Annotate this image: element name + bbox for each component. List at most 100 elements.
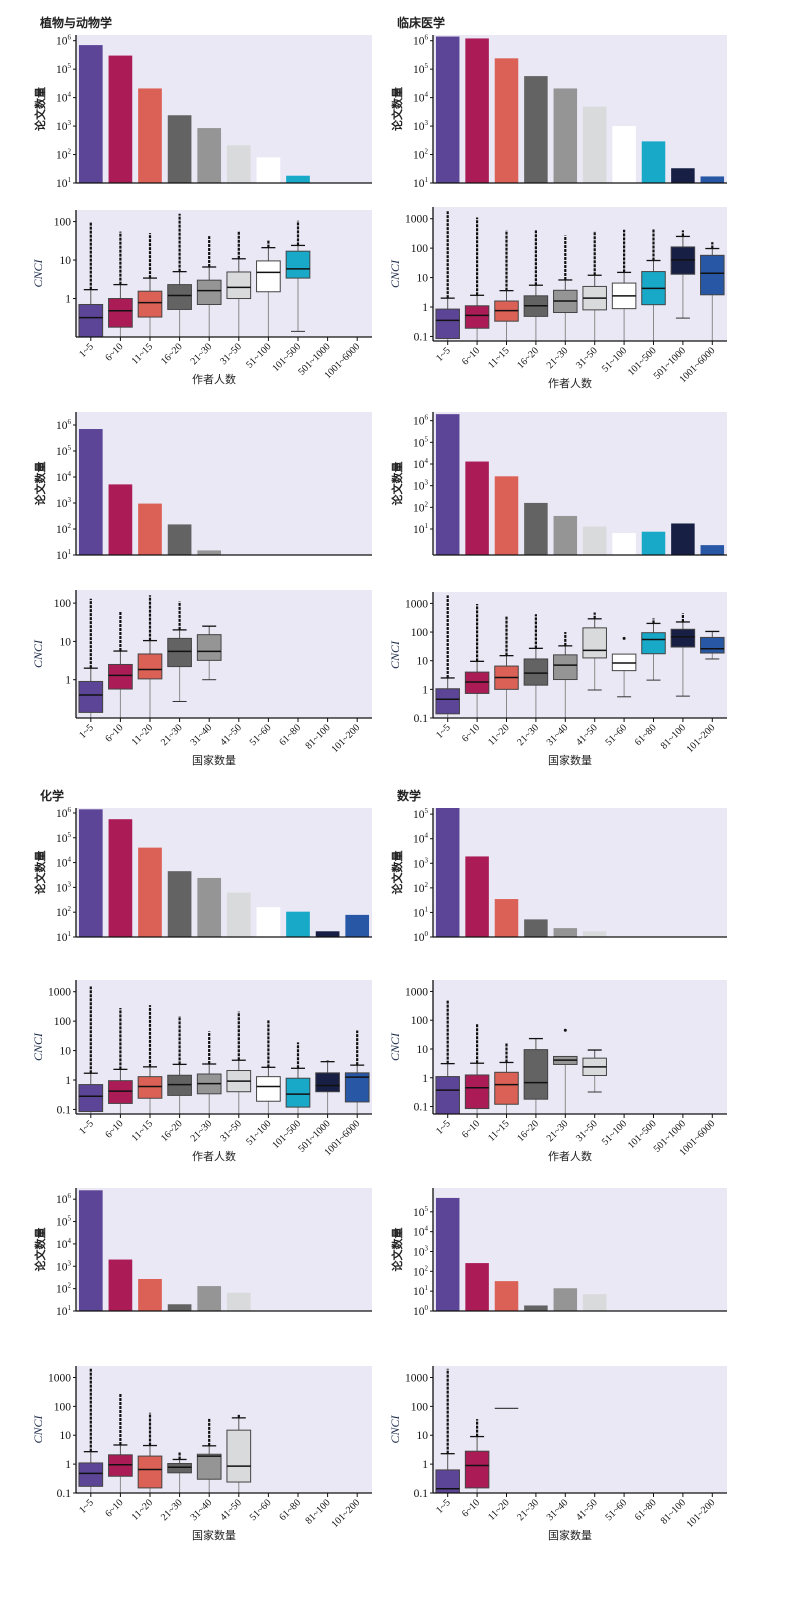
box	[167, 284, 192, 310]
y-tick-label: 103	[56, 1259, 72, 1273]
box	[196, 1453, 222, 1480]
panel-title: 数学	[397, 788, 421, 803]
x-tick-label: 31~40	[189, 1497, 215, 1523]
box	[78, 1084, 104, 1113]
x-tick-label: 21~30	[159, 1497, 185, 1523]
x-tick-label: 6~10	[103, 1497, 125, 1519]
box	[167, 1463, 192, 1474]
y-tick-label: 10	[60, 1046, 72, 1058]
y-axis-label: CNCI	[31, 258, 45, 287]
y-tick-label: 1	[65, 1459, 71, 1471]
y-tick-label: 102	[56, 522, 72, 536]
y-tick-label: 1000	[48, 987, 71, 999]
bar	[524, 919, 548, 937]
bar	[286, 175, 310, 183]
bar	[108, 819, 133, 937]
subplot-math-countries: 100 101 102 103 104 105 论文数量	[390, 1188, 727, 1318]
x-tick-label: 31~50	[574, 345, 600, 371]
y-tick-label: 1000	[405, 214, 428, 226]
bar	[671, 523, 695, 555]
x-tick-label: 61~80	[277, 722, 303, 748]
x-tick-label: 1~5	[77, 722, 96, 741]
y-tick-label: 100	[54, 1016, 72, 1028]
y-tick-label: 1	[65, 675, 71, 687]
bar	[582, 931, 607, 937]
y-tick-label: 105	[56, 831, 72, 845]
bar	[524, 1305, 548, 1311]
y-tick-label: 101	[413, 905, 429, 919]
y-tick-label: 103	[413, 119, 429, 133]
bar	[256, 157, 281, 183]
y-tick-label: 0.1	[414, 1488, 429, 1500]
x-axis-label: 国家数量	[548, 1528, 592, 1542]
bar	[138, 847, 162, 937]
x-axis-label: 国家数量	[548, 753, 592, 767]
y-tick-label: 104	[413, 1225, 429, 1239]
y-tick-label: 100	[411, 1015, 429, 1027]
bar	[435, 36, 460, 183]
x-axis-label: 作者人数	[192, 373, 236, 386]
box	[108, 663, 133, 690]
y-axis-label: 论文数量	[33, 462, 47, 506]
subplot-chemistry-countries: 101 102 103 104 105 106 论文数量	[33, 1188, 372, 1318]
y-tick-label: 10	[417, 1044, 429, 1056]
box	[700, 636, 725, 654]
y-tick-label: 10	[60, 1430, 72, 1442]
y-tick-label: 100	[54, 598, 72, 610]
bar	[435, 1197, 460, 1311]
box	[167, 637, 192, 668]
y-axis-label: 论文数量	[33, 1228, 47, 1272]
bar	[465, 38, 489, 183]
y-tick-label: 106	[56, 418, 72, 432]
y-tick-label: 101	[56, 548, 72, 562]
subplot-chemistry-authors-cnci: 0.1 1 10 100 1000 1~5 6~10 11~15 16~20 21~30 31~50…	[31, 980, 372, 1163]
y-tick-label: 0.1	[414, 331, 429, 343]
x-tick-label: 21~30	[515, 1497, 541, 1523]
bar	[553, 928, 578, 937]
box	[553, 654, 578, 681]
x-tick-label: 1~5	[434, 722, 453, 741]
x-tick-label: 6~10	[460, 345, 482, 367]
bar	[494, 899, 519, 937]
box	[523, 658, 549, 686]
x-axis-label: 国家数量	[192, 1528, 236, 1542]
box	[641, 632, 666, 655]
x-tick-label: 21~30	[159, 722, 185, 748]
box	[285, 250, 311, 279]
panel-title: 植物与动物学	[39, 15, 112, 30]
subplot-clinical-countries: 101 102 103 104 105 106 论文数量	[390, 412, 727, 556]
subplot-math-countries-cnci: 0.1 1 10 100 1000 1~5 6~10 11~20 21~30 31~40 41~50…	[388, 1366, 727, 1542]
subplot-plant-animal-authors: 植物与动物学 101 102 103 104 105 106 论文数量	[33, 15, 372, 190]
box	[285, 1077, 311, 1108]
y-tick-label: 1	[422, 1459, 428, 1471]
y-tick-label: 105	[413, 435, 429, 449]
box	[435, 1469, 460, 1494]
y-tick-label: 1000	[405, 986, 428, 998]
subplot-chemistry-countries-cnci: 0.1 1 10 100 1000 1~5 6~10 11~20 21~30 31~40 41~50…	[31, 1366, 372, 1542]
x-axis-label: 作者人数	[548, 377, 592, 390]
bar	[671, 168, 695, 183]
y-tick-label: 100	[54, 1401, 72, 1413]
x-tick-label: 11~20	[486, 1497, 511, 1522]
y-axis-label: CNCI	[31, 639, 45, 668]
bar	[612, 533, 636, 555]
panel-title: 化学	[40, 788, 64, 803]
box	[78, 680, 104, 713]
y-axis-label: CNCI	[388, 259, 402, 288]
x-tick-label: 21~30	[545, 345, 571, 371]
bar	[108, 1259, 133, 1311]
x-tick-label: 61~80	[633, 722, 659, 748]
y-tick-label: 103	[56, 496, 72, 510]
bar	[167, 871, 192, 937]
y-tick-label: 103	[56, 119, 72, 133]
bar	[465, 461, 489, 555]
subplot-plant-animal-countries: 101 102 103 104 105 106 论文数量	[33, 412, 372, 562]
bar	[78, 429, 103, 555]
bar	[286, 911, 310, 937]
bar	[553, 88, 578, 183]
x-tick-label: 6~10	[103, 1118, 125, 1140]
y-axis-label: CNCI	[388, 640, 402, 669]
box	[226, 1429, 252, 1483]
bar	[197, 1286, 222, 1311]
box	[108, 298, 133, 328]
